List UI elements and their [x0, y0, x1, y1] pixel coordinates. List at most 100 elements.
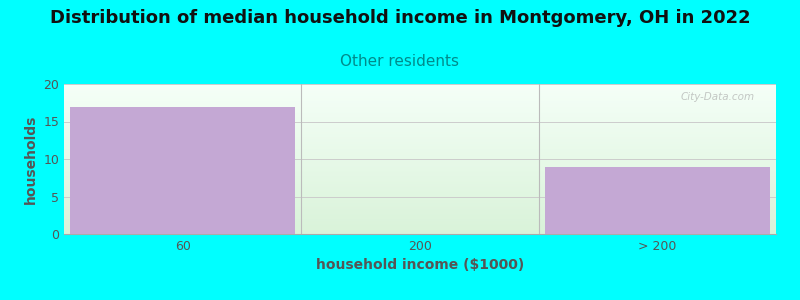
Bar	[64, 141, 776, 142]
Bar	[64, 210, 776, 211]
X-axis label: household income ($1000): household income ($1000)	[316, 258, 524, 272]
Bar	[64, 185, 776, 186]
Bar	[64, 165, 776, 166]
Bar	[64, 105, 776, 106]
Bar	[64, 116, 776, 117]
Bar	[64, 203, 776, 204]
Bar	[64, 225, 776, 226]
Bar	[64, 212, 776, 213]
Bar	[64, 223, 776, 224]
Bar	[64, 85, 776, 86]
Bar	[64, 160, 776, 161]
Bar	[70, 106, 295, 234]
Bar	[64, 121, 776, 122]
Bar	[64, 152, 776, 153]
Bar	[64, 114, 776, 115]
Bar	[64, 169, 776, 170]
Bar	[64, 97, 776, 98]
Bar	[64, 163, 776, 164]
Bar	[64, 137, 776, 138]
Bar	[64, 101, 776, 102]
Bar	[64, 214, 776, 215]
Bar	[64, 226, 776, 227]
Bar	[64, 149, 776, 150]
Bar	[64, 90, 776, 91]
Bar	[64, 189, 776, 190]
Bar	[64, 123, 776, 124]
Bar	[64, 197, 776, 198]
Bar	[64, 158, 776, 159]
Bar	[64, 175, 776, 176]
Bar	[64, 219, 776, 220]
Bar	[64, 142, 776, 143]
Bar	[64, 173, 776, 174]
Bar	[64, 187, 776, 188]
Bar	[64, 92, 776, 93]
Bar	[64, 95, 776, 96]
Bar	[64, 215, 776, 216]
Bar	[64, 113, 776, 114]
Bar	[545, 167, 770, 234]
Bar	[64, 127, 776, 128]
Bar	[64, 186, 776, 187]
Bar	[64, 202, 776, 203]
Bar	[64, 130, 776, 131]
Bar	[64, 211, 776, 212]
Bar	[64, 157, 776, 158]
Bar	[64, 134, 776, 135]
Bar	[64, 128, 776, 129]
Bar	[64, 180, 776, 181]
Bar	[64, 111, 776, 112]
Bar	[64, 178, 776, 179]
Bar	[64, 217, 776, 218]
Bar	[64, 188, 776, 189]
Bar	[64, 181, 776, 182]
Bar	[64, 153, 776, 154]
Bar	[64, 120, 776, 121]
Bar	[64, 184, 776, 185]
Bar	[64, 88, 776, 89]
Bar	[64, 164, 776, 165]
Bar	[64, 208, 776, 209]
Bar	[64, 161, 776, 162]
Bar	[64, 213, 776, 214]
Bar	[64, 148, 776, 149]
Bar	[64, 96, 776, 97]
Bar	[64, 144, 776, 145]
Bar	[64, 118, 776, 119]
Bar	[64, 193, 776, 194]
Bar	[64, 117, 776, 118]
Bar	[64, 162, 776, 163]
Bar	[64, 110, 776, 111]
Bar	[64, 156, 776, 157]
Bar	[64, 176, 776, 177]
Bar	[64, 233, 776, 234]
Bar	[64, 174, 776, 175]
Bar	[64, 150, 776, 151]
Bar	[64, 191, 776, 192]
Bar	[64, 231, 776, 232]
Bar	[64, 220, 776, 221]
Bar	[64, 102, 776, 103]
Bar	[64, 103, 776, 104]
Bar	[64, 218, 776, 219]
Bar	[64, 230, 776, 231]
Bar	[64, 216, 776, 217]
Bar	[64, 169, 776, 170]
Bar	[64, 135, 776, 136]
Bar	[64, 183, 776, 184]
Bar	[64, 167, 776, 168]
Bar	[64, 179, 776, 180]
Bar	[64, 146, 776, 147]
Bar	[64, 100, 776, 101]
Bar	[64, 222, 776, 223]
Bar	[64, 201, 776, 202]
Bar	[64, 224, 776, 225]
Bar	[64, 170, 776, 171]
Bar	[64, 89, 776, 90]
Bar	[64, 140, 776, 141]
Bar	[64, 133, 776, 134]
Bar	[64, 160, 776, 161]
Bar	[64, 209, 776, 210]
Bar	[64, 138, 776, 139]
